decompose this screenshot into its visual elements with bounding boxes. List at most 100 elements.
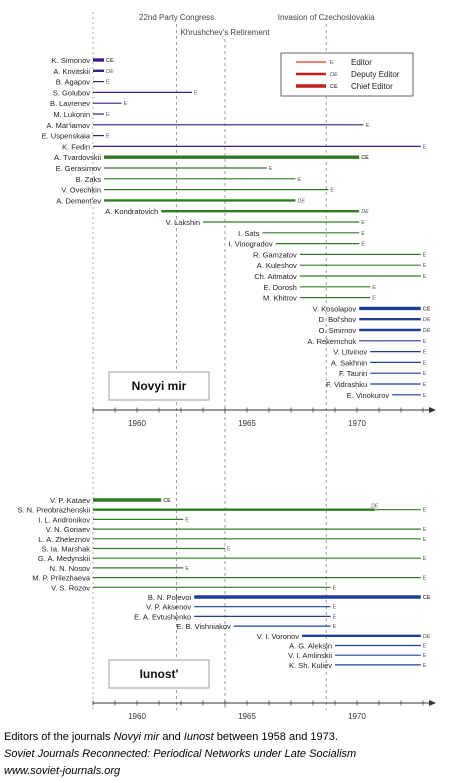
- journal-title: Iunost': [140, 667, 179, 681]
- role-tag: E: [106, 80, 110, 86]
- editor-name: E. Vinokurov: [347, 391, 390, 400]
- editor-name: A. G. Aleksin: [289, 642, 332, 651]
- editor-name: K. Simonov: [52, 56, 91, 65]
- x-tick-label: 1965: [238, 419, 256, 428]
- role-tag: E: [330, 188, 334, 194]
- role-tag: E: [423, 393, 427, 399]
- editor-name: A. Mar'iamov: [46, 121, 90, 130]
- role-tag: E: [106, 134, 110, 140]
- role-tag: E: [423, 663, 427, 669]
- role-tag: DE: [371, 504, 379, 510]
- editors-chart: 22nd Party Congress Khrushchev's Retireme…: [17, 12, 436, 721]
- role-tag: E: [361, 220, 365, 226]
- editor-name: I. L. Andronikov: [38, 515, 90, 524]
- journal-title-box: [108, 659, 210, 689]
- editor-name: E. Gerasimov: [56, 164, 102, 173]
- editor-name: I. Vinogradov: [229, 240, 273, 249]
- editor-name: B. Lavrenev: [50, 99, 90, 108]
- editor-name: A. Krivitskii: [53, 67, 90, 76]
- editor-name: G. A. Medynskii: [38, 554, 90, 563]
- journal-title: Novyi mir: [132, 379, 187, 393]
- role-tag: CE: [163, 498, 171, 504]
- editor-name: A. Tvardovskii: [54, 153, 101, 162]
- editor-name: A. Kondratovich: [105, 207, 158, 216]
- role-tag: E: [194, 90, 198, 96]
- legend-label: Chief Editor: [351, 82, 393, 91]
- editor-name: V. S. Rozov: [51, 583, 90, 592]
- journal-title-box: [108, 371, 210, 401]
- role-tag: E: [372, 296, 376, 302]
- x-axis-arrow: [429, 700, 436, 706]
- caption-text: and: [159, 731, 184, 743]
- role-tag: E: [423, 360, 427, 366]
- role-tag: E: [297, 177, 301, 183]
- role-tag: E: [361, 242, 365, 248]
- role-tag: E: [423, 537, 427, 543]
- editor-name: V. Lakshin: [166, 218, 200, 227]
- editor-name: B. Zaks: [76, 175, 102, 184]
- event-markers: 22nd Party Congress Khrushchev's Retireme…: [92, 12, 375, 710]
- role-tag: DE: [423, 328, 431, 334]
- legend-label: Editor: [351, 58, 372, 67]
- editor-name: M. Lukonin: [53, 110, 90, 119]
- role-tag: E: [227, 547, 231, 553]
- editor-name: A. Rekemchuk: [307, 337, 356, 346]
- role-tag: E: [423, 274, 427, 280]
- editor-name: M. Khitrov: [263, 294, 297, 303]
- legend-label: Deputy Editor: [351, 70, 400, 79]
- role-tag: E: [333, 585, 337, 591]
- event-label: Invasion of Czechoslovakia: [278, 13, 375, 22]
- editor-name: M. P. Prilezhaeva: [32, 574, 91, 583]
- editor-name: V. Ovechkin: [61, 186, 101, 195]
- role-tag: CE: [106, 58, 114, 64]
- role-tag: DE: [423, 317, 431, 323]
- x-tick-label: 1960: [128, 712, 146, 721]
- x-tick-label: 1970: [348, 419, 366, 428]
- figure-caption: Editors of the journals Novyi mir and Iu…: [4, 731, 338, 743]
- x-tick-label: 1970: [348, 712, 366, 721]
- editor-name: K. Fedin: [62, 142, 90, 151]
- editor-name: F. Taurin: [339, 369, 367, 378]
- role-tag: CE: [361, 155, 369, 161]
- editor-name: V. I. Voronov: [257, 632, 300, 641]
- role-tag: E: [423, 371, 427, 377]
- editor-name: L. A. Zheleznov: [38, 535, 90, 544]
- role-tag: E: [423, 527, 427, 533]
- role-tag: E: [366, 123, 370, 129]
- role-tag: E: [185, 517, 189, 523]
- role-tag: DE: [297, 198, 305, 204]
- editor-name: R. Gamzatov: [253, 250, 297, 259]
- editor-name: A. Sakhnin: [331, 358, 367, 367]
- project-url: www.soviet-journals.org: [4, 765, 121, 777]
- role-tag: E: [423, 382, 427, 388]
- role-tag: E: [333, 624, 337, 630]
- x-tick-label: 1965: [238, 712, 256, 721]
- role-tag: CE: [423, 306, 431, 312]
- editor-name: D. Bol'shov: [318, 315, 356, 324]
- caption-text: Editors of the journals: [4, 731, 114, 743]
- event-label: Khrushchev's Retirement: [180, 28, 270, 37]
- editor-name: O. Smirnov: [319, 326, 357, 335]
- editor-name: V. I. Amlinskii: [288, 651, 332, 660]
- legend-role-tag: DE: [330, 72, 338, 78]
- editor-name: B. Agapov: [56, 78, 90, 87]
- editor-name: E. Uspenskaia: [42, 132, 91, 141]
- editor-name: V. P. Kataev: [50, 496, 90, 505]
- role-tag: E: [423, 252, 427, 258]
- role-tag: E: [423, 556, 427, 562]
- role-tag: E: [423, 653, 427, 659]
- editor-name: E. B. Vishniakov: [176, 622, 231, 631]
- legend-role-tag: E: [330, 60, 334, 66]
- caption-novyi-mir: Novyi mir: [113, 731, 160, 743]
- role-tag: E: [423, 144, 427, 150]
- role-tag: E: [372, 285, 376, 291]
- editor-name: E. Dorosh: [263, 283, 296, 292]
- role-tag: E: [423, 508, 427, 514]
- role-tag: CE: [423, 595, 431, 601]
- editor-name: K. Sh. Kuliev: [289, 661, 332, 670]
- editor-name: F. Vidrashku: [326, 380, 367, 389]
- editor-name: N. N. Nosov: [50, 564, 91, 573]
- editor-name: A. Dement'ev: [56, 196, 101, 205]
- role-tag: E: [423, 350, 427, 356]
- iunost-panel: V. P. Kataev CE S. N. Preobrazhenskii DE E I.…: [17, 496, 436, 721]
